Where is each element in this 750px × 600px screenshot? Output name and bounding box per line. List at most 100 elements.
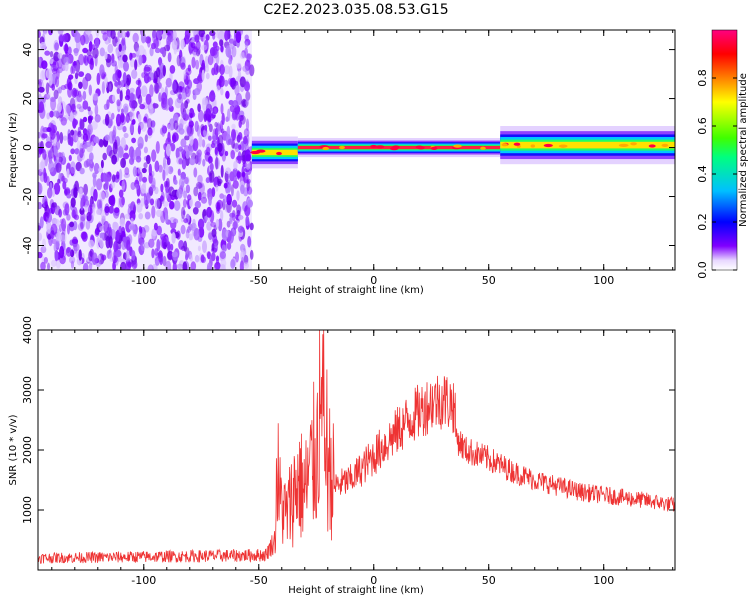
noise-blob <box>113 240 119 253</box>
noise-blob <box>239 260 244 270</box>
noise-blob <box>118 168 123 182</box>
noise-blob <box>124 167 130 176</box>
noise-blob <box>182 198 187 208</box>
noise-blob <box>205 34 210 41</box>
noise-blob <box>93 162 100 175</box>
noise-blob <box>195 59 200 70</box>
noise-blob <box>113 207 120 214</box>
noise-blob <box>238 215 244 221</box>
noise-blob <box>163 242 168 250</box>
signal-hotspot <box>256 149 266 153</box>
noise-blob <box>39 216 44 229</box>
noise-blob <box>48 73 53 86</box>
noise-blob <box>194 200 202 209</box>
noise-blob <box>64 62 69 72</box>
noise-blob <box>172 261 177 270</box>
noise-blob <box>120 261 127 270</box>
signal-hotspot <box>370 144 378 149</box>
noise-blob <box>148 238 155 248</box>
noise-blob <box>197 174 203 184</box>
noise-blob <box>236 170 241 180</box>
noise-blob <box>195 150 199 158</box>
noise-blob <box>226 200 232 214</box>
snr-ytick-label: 3000 <box>21 376 34 404</box>
noise-blob <box>80 212 86 222</box>
noise-blob <box>181 158 187 170</box>
noise-blob <box>228 65 233 79</box>
noise-blob <box>197 183 204 189</box>
noise-blob <box>52 60 59 72</box>
noise-blob <box>215 45 220 52</box>
noise-blob <box>236 190 240 201</box>
noise-blob <box>200 254 205 263</box>
noise-blob <box>117 56 122 69</box>
noise-blob <box>172 113 179 124</box>
noise-blob <box>104 51 108 60</box>
noise-blob <box>94 227 100 236</box>
noise-blob <box>209 90 216 102</box>
noise-blob <box>193 228 201 241</box>
noise-blob <box>184 100 189 109</box>
noise-blob <box>65 246 72 257</box>
noise-blob <box>61 218 67 232</box>
noise-blob <box>204 215 208 221</box>
noise-blob <box>183 240 188 252</box>
noise-blob <box>198 134 203 148</box>
noise-blob <box>190 261 197 270</box>
noise-blob <box>42 149 47 161</box>
noise-blob <box>244 81 250 92</box>
noise-blob <box>223 79 229 87</box>
heatmap-ytick-label: -20 <box>21 188 34 206</box>
noise-blob <box>96 72 101 85</box>
noise-blob <box>110 180 116 189</box>
noise-blob <box>232 108 238 120</box>
noise-blob <box>62 180 67 190</box>
noise-blob <box>241 171 246 178</box>
noise-blob <box>164 212 169 223</box>
noise-blob <box>70 148 76 155</box>
noise-blob <box>187 64 192 72</box>
noise-blob <box>163 98 171 111</box>
noise-blob <box>73 186 78 199</box>
noise-blob <box>58 96 63 105</box>
signal-hotspot <box>648 144 656 148</box>
noise-blob <box>54 250 59 262</box>
noise-blob <box>91 206 95 217</box>
noise-blob <box>213 62 219 75</box>
signal-hotspot <box>530 144 535 148</box>
noise-blob <box>201 59 205 72</box>
noise-blob <box>85 30 92 35</box>
noise-blob <box>175 147 180 160</box>
noise-blob <box>108 81 113 92</box>
colorbar-tick-label: 0.8 <box>696 69 709 87</box>
noise-blob <box>92 92 99 101</box>
noise-blob <box>120 157 126 169</box>
snr-ylabel: SNR (10 * v/v) <box>8 414 19 485</box>
noise-blob <box>217 218 223 232</box>
noise-blob <box>166 241 171 251</box>
noise-blob <box>41 60 48 70</box>
noise-blob <box>149 184 156 192</box>
signal-hotspot <box>453 144 462 148</box>
noise-blob <box>116 171 120 180</box>
noise-blob <box>61 175 66 182</box>
signal-hotspot <box>339 145 345 150</box>
noise-blob <box>117 70 122 79</box>
noise-blob <box>153 82 160 94</box>
noise-blob <box>201 69 205 82</box>
noise-blob <box>161 125 168 134</box>
noise-blob <box>159 47 165 54</box>
noise-blob <box>87 115 93 124</box>
noise-blob <box>206 221 212 231</box>
noise-blob <box>221 244 226 254</box>
noise-blob <box>190 42 196 49</box>
noise-blob <box>159 195 164 202</box>
noise-blob <box>185 253 189 261</box>
noise-blob <box>189 157 196 166</box>
noise-blob <box>243 254 249 264</box>
noise-blob <box>150 180 156 190</box>
noise-blob <box>96 209 101 215</box>
noise-blob <box>50 230 55 240</box>
noise-blob <box>82 90 87 101</box>
noise-blob <box>38 93 42 102</box>
